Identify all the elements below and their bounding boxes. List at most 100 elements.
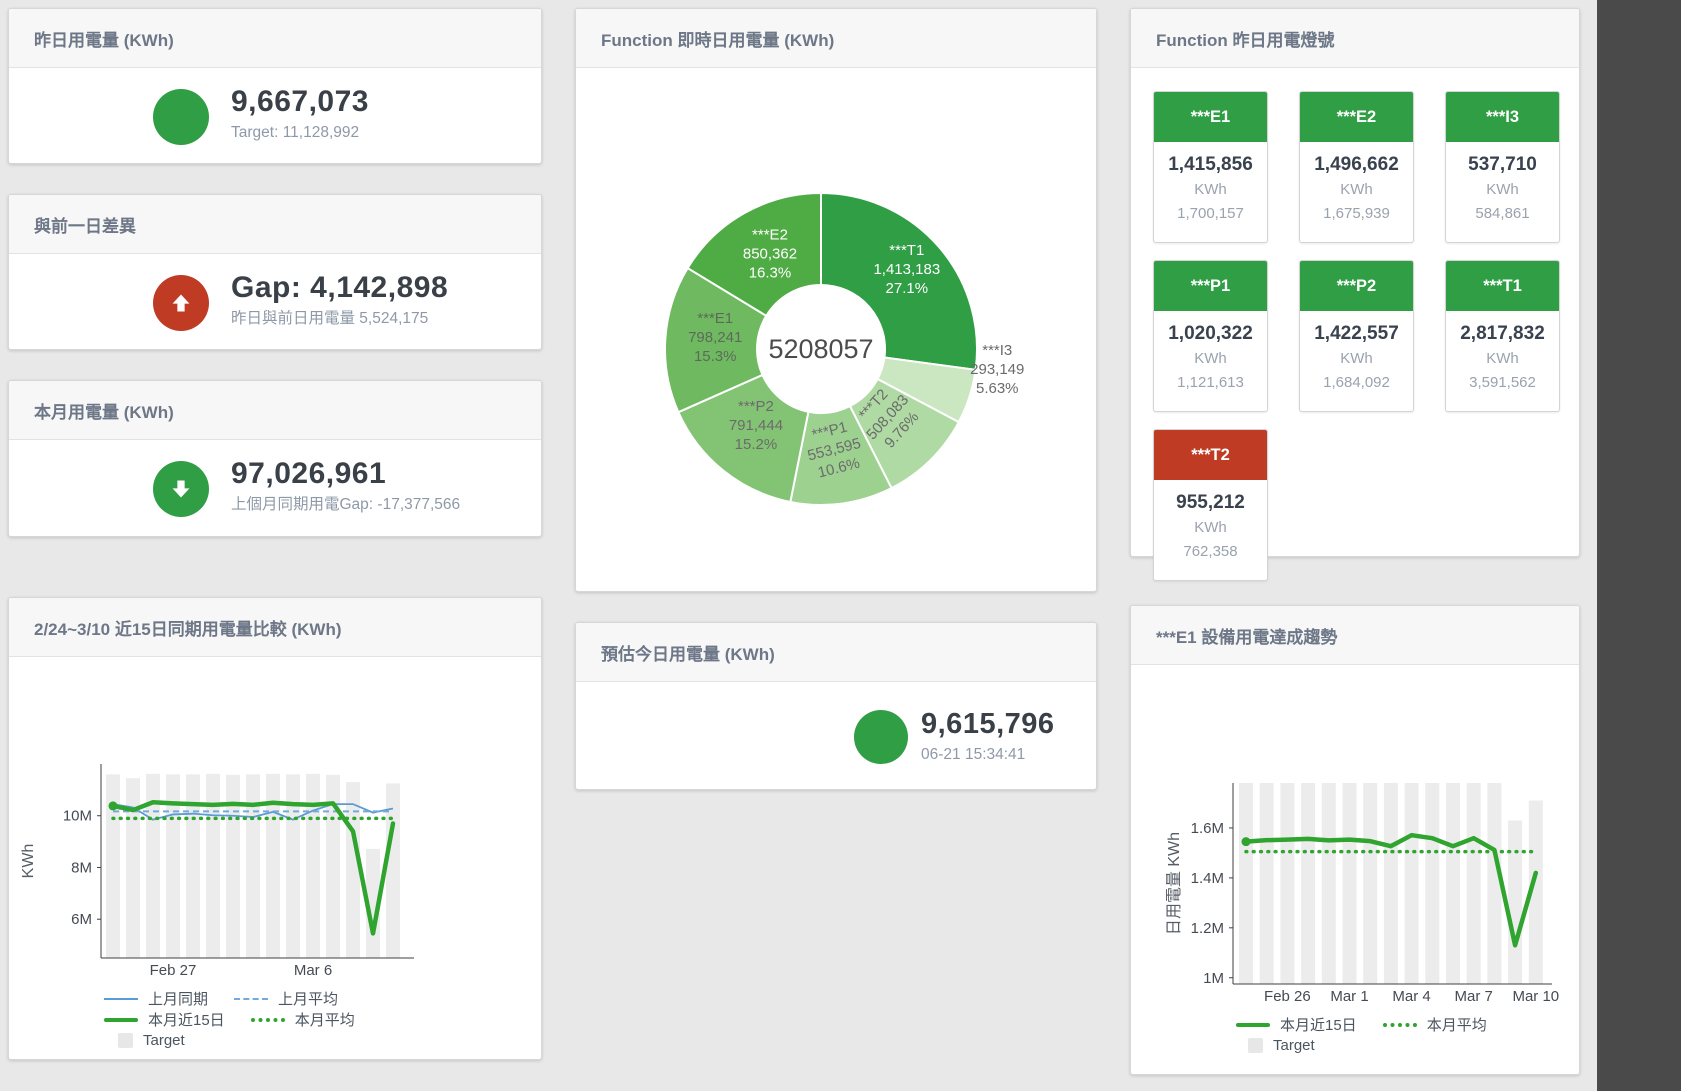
- legend-item: 本月平均: [1382, 1014, 1487, 1035]
- status-circle-icon: [153, 89, 209, 145]
- light-tile-body: 537,710 KWh 584,861: [1446, 142, 1559, 242]
- target-bar: [266, 773, 280, 958]
- donut-center-total: 5208057: [768, 334, 873, 364]
- usage-donut-chart: ***T1 1,413,183 27.1%***I3 293,149 5.63%***T…: [664, 191, 1024, 506]
- y-tick-label: 1M: [1203, 970, 1224, 987]
- light-tile: ***T2 955,212 KWh 762,358: [1153, 429, 1268, 581]
- legend-item: 本月近15日: [1236, 1014, 1357, 1035]
- panel-body: 97,026,961 上個月同期用電Gap: -17,377,566: [9, 440, 541, 539]
- donut-slice-P2: [677, 373, 810, 504]
- donut-slice-E1: [664, 266, 768, 414]
- target-bar: [1301, 783, 1316, 984]
- y-axis-title: KWh: [20, 844, 37, 879]
- legend-label: Target: [143, 1032, 185, 1049]
- target-bar: [286, 774, 300, 958]
- x-tick-label: Mar 7: [1455, 988, 1493, 1005]
- light-tile-unit: KWh: [1486, 181, 1519, 198]
- light-tile-unit: KWh: [1340, 350, 1373, 367]
- light-tile-body: 1,020,322 KWh 1,121,613: [1154, 311, 1267, 411]
- light-tile-name: ***E1: [1154, 92, 1267, 142]
- legend-item: Target: [118, 1032, 185, 1049]
- light-tile: ***I3 537,710 KWh 584,861: [1445, 91, 1560, 243]
- panel-header: 2/24~3/10 近15日同期用電量比較 (KWh): [9, 598, 541, 657]
- panel-header: ***E1 設備用電達成趨勢: [1131, 606, 1579, 665]
- light-tile: ***E2 1,496,662 KWh 1,675,939: [1299, 91, 1414, 243]
- target-bar: [1259, 783, 1274, 984]
- legend-swatch-thick-icon: [1236, 1022, 1270, 1027]
- series-start-marker: [108, 801, 118, 811]
- chart-legend-row: Target: [1236, 1035, 1513, 1056]
- legend-swatch-line-icon: [104, 997, 138, 1000]
- target-bar: [1425, 783, 1440, 984]
- stat-value: 9,667,073: [231, 85, 369, 118]
- light-tile-target: 1,684,092: [1323, 374, 1390, 391]
- light-tile-value: 1,020,322: [1168, 323, 1253, 344]
- donut-slice-label: ***P2 791,444 15.2%: [729, 398, 783, 453]
- light-tile-target: 1,121,613: [1177, 374, 1244, 391]
- series-line: [110, 800, 396, 936]
- panel-title: 預估今日用電量 (KWh): [601, 644, 775, 664]
- legend-label: 本月近15日: [148, 1012, 225, 1029]
- light-tile-target: 3,591,562: [1469, 374, 1536, 391]
- light-tile-name: ***T1: [1446, 261, 1559, 311]
- e1-trend-line-chart: 1M 1.2M 1.4M 1.6M Feb 26 Mar 1 Mar 4 Mar 7 Mar 1…: [1166, 783, 1559, 1005]
- panel-title: 與前一日差異: [34, 216, 136, 236]
- light-tile-target: 1,675,939: [1323, 205, 1390, 222]
- light-tile-target: 1,700,157: [1177, 205, 1244, 222]
- y-axis-title: 日用電量 KWh: [1166, 832, 1183, 935]
- light-tile-unit: KWh: [1194, 519, 1227, 536]
- light-tile-body: 2,817,832 KWh 3,591,562: [1446, 311, 1559, 411]
- panel-15day-comparison-chart: 2/24~3/10 近15日同期用電量比較 (KWh) 6M 8M 10M Feb 2…: [8, 597, 542, 1060]
- target-bar: [366, 848, 380, 958]
- target-bar: [1508, 820, 1523, 984]
- target-bar: [326, 774, 340, 958]
- light-tile-unit: KWh: [1340, 181, 1373, 198]
- stat-value: 97,026,961: [231, 457, 387, 490]
- legend-item: Target: [1248, 1037, 1315, 1054]
- x-tick-label: Feb 26: [1264, 988, 1311, 1005]
- panel-body: 9,667,073 Target: 11,128,992: [9, 68, 541, 166]
- target-bar: [1528, 800, 1543, 984]
- y-tick-label: 1.4M: [1191, 870, 1224, 887]
- light-tile: ***T1 2,817,832 KWh 3,591,562: [1445, 260, 1560, 412]
- y-tick-label: 10M: [63, 808, 92, 825]
- y-tick-label: 8M: [71, 859, 92, 876]
- panel-title: 本月用電量 (KWh): [34, 402, 174, 422]
- stat-subtitle: 06-21 15:34:41: [921, 746, 1026, 763]
- chart-legend-row: Target: [104, 1030, 381, 1051]
- stat-subtitle: 上個月同期用電Gap: -17,377,566: [231, 496, 461, 513]
- light-tile-name: ***I3: [1446, 92, 1559, 142]
- series-line: [1243, 832, 1539, 948]
- light-tile-name: ***P2: [1300, 261, 1413, 311]
- legend-swatch-dots-icon: [1382, 1022, 1417, 1027]
- legend-label: 本月近15日: [1280, 1017, 1357, 1034]
- right-side-band: [1597, 0, 1681, 1091]
- light-tile: ***E1 1,415,856 KWh 1,700,157: [1153, 91, 1268, 243]
- panel-yesterday-lights: Function 昨日用電燈號 ***E1 1,415,856 KWh 1,700,1…: [1130, 8, 1580, 581]
- panel-title: 昨日用電量 (KWh): [34, 30, 174, 50]
- panel-header: 昨日用電量 (KWh): [9, 9, 541, 68]
- stat-subtitle: Target: 11,128,992: [231, 124, 360, 141]
- target-bar: [346, 782, 360, 958]
- donut-slice-label: ***E1 798,241 15.3%: [688, 310, 742, 365]
- target-bar: [1404, 783, 1419, 984]
- light-tile-name: ***E2: [1300, 92, 1413, 142]
- target-bar: [1280, 783, 1295, 984]
- target-bar: [1446, 783, 1460, 984]
- legend-swatch-thick-icon: [104, 1017, 138, 1022]
- legend-swatch-box-icon: [1248, 1038, 1263, 1053]
- legend-swatch-dots-icon: [250, 1017, 285, 1022]
- target-bar: [1383, 783, 1398, 984]
- y-tick-label: 1.6M: [1191, 820, 1224, 837]
- panel-title: 2/24~3/10 近15日同期用電量比較 (KWh): [34, 619, 342, 639]
- target-bar: [1363, 783, 1378, 984]
- donut-slice-E2: [686, 191, 822, 318]
- light-tile-body: 1,422,557 KWh 1,684,092: [1300, 311, 1413, 411]
- legend-label: 本月平均: [294, 1012, 355, 1029]
- target-bar: [1342, 783, 1357, 984]
- light-tile-value: 1,496,662: [1314, 154, 1399, 175]
- target-bar: [1239, 783, 1253, 984]
- light-tile-unit: KWh: [1194, 181, 1227, 198]
- panel-e1-trend-chart: ***E1 設備用電達成趨勢 1M 1.2M 1.4M 1.6M Feb 26 Mar 1…: [1130, 605, 1580, 1075]
- stat-value: Gap: 4,142,898: [231, 271, 449, 304]
